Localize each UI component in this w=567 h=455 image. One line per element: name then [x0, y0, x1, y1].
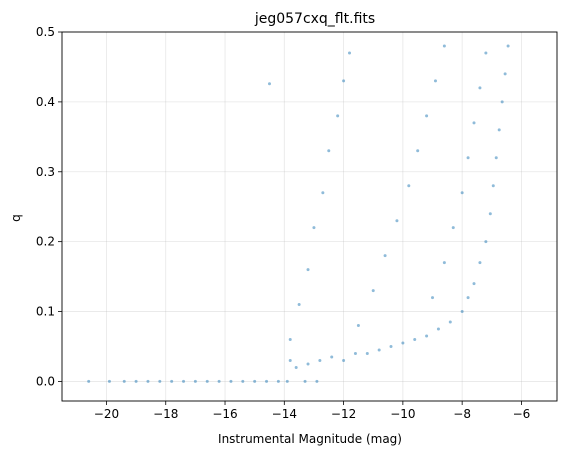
scatter-point [306, 362, 310, 366]
scatter-point [472, 282, 476, 286]
scatter-point [107, 379, 111, 383]
scatter-point [478, 86, 482, 90]
scatter-point [342, 358, 346, 362]
y-axis: 0.0 0.1 0.2 0.3 0.4 0.5 [36, 25, 62, 388]
scatter-point [395, 219, 399, 223]
scatter-point [87, 379, 91, 383]
scatter-point [205, 379, 209, 383]
scatter-point [491, 184, 495, 188]
scatter-point [265, 379, 269, 383]
scatter-point [503, 72, 507, 76]
scatter-point [436, 327, 440, 331]
scatter-point [327, 149, 331, 153]
scatter-point [448, 320, 452, 324]
scatter-point [353, 351, 357, 355]
scatter-point [356, 324, 360, 328]
scatter-point [267, 82, 271, 86]
scatter-point [312, 226, 316, 230]
scatter-point [407, 184, 411, 188]
y-tick-label: 0.3 [36, 165, 55, 179]
scatter-point [288, 358, 292, 362]
scatter-point [285, 379, 289, 383]
grid-layer [62, 31, 557, 401]
scatter-point [416, 149, 420, 153]
scatter-point [466, 156, 470, 160]
y-axis-label: q [9, 214, 23, 222]
scatter-point [122, 379, 126, 383]
scatter-point [241, 379, 245, 383]
x-tick-label: −10 [390, 407, 415, 421]
scatter-point [146, 379, 150, 383]
scatter-point [253, 379, 257, 383]
x-tick-label: −12 [331, 407, 356, 421]
x-axis: −20 −18 −16 −14 −12 −10 −8 −6 [94, 401, 530, 421]
scatter-point [497, 128, 501, 132]
scatter-point [478, 261, 482, 265]
x-tick-label: −6 [513, 407, 531, 421]
scatter-point [306, 268, 310, 272]
x-axis-label: Instrumental Magnitude (mag) [218, 432, 402, 446]
scatter-point [484, 240, 488, 244]
y-tick-label: 0.1 [36, 305, 55, 319]
scatter-point [217, 379, 221, 383]
scatter-point [134, 379, 138, 383]
scatter-point [389, 344, 393, 348]
scatter-point [466, 296, 470, 300]
chart-title: jeg057cxq_flt.fits [254, 11, 375, 27]
scatter-point [318, 358, 322, 362]
scatter-point [500, 100, 504, 104]
x-tick-label: −8 [453, 407, 471, 421]
scatter-point [371, 289, 375, 293]
scatter-point [433, 79, 437, 83]
scatter-point [170, 379, 174, 383]
scatter-point [193, 379, 197, 383]
scatter-point [158, 379, 162, 383]
scatter-point [425, 114, 429, 118]
scatter-point [321, 191, 325, 195]
scatter-point [506, 44, 510, 48]
points-layer [87, 44, 510, 383]
y-tick-label: 0.2 [36, 235, 55, 249]
scatter-point [401, 341, 405, 345]
y-tick-label: 0.0 [36, 374, 55, 388]
scatter-point [297, 303, 301, 307]
x-tick-label: −18 [153, 407, 178, 421]
scatter-point [494, 156, 498, 160]
scatter-point [472, 121, 476, 125]
scatter-point [294, 365, 298, 369]
scatter-point [442, 261, 446, 265]
scatter-point [342, 79, 346, 83]
scatter-point [365, 351, 369, 355]
scatter-point [276, 379, 280, 383]
scatter-point [442, 44, 446, 48]
x-tick-label: −20 [94, 407, 119, 421]
x-tick-label: −14 [272, 407, 297, 421]
scatter-point [460, 191, 464, 195]
scatter-point [484, 51, 488, 55]
y-tick-label: 0.4 [36, 95, 55, 109]
scatter-point [425, 334, 429, 338]
scatter-point [182, 379, 186, 383]
scatter-point [488, 212, 492, 216]
scatter-point [303, 379, 307, 383]
plot-frame [61, 31, 558, 402]
scatter-point [383, 254, 387, 258]
scatter-point [451, 226, 455, 230]
scatter-point [315, 379, 319, 383]
scatter-point [460, 310, 464, 314]
scatter-point [377, 348, 381, 352]
scatter-point [336, 114, 340, 118]
y-tick-label: 0.5 [36, 25, 55, 39]
scatter-point [431, 296, 435, 300]
scatter-point [330, 355, 334, 359]
scatter-point [288, 338, 292, 341]
scatter-point [229, 379, 233, 383]
x-tick-label: −16 [212, 407, 237, 421]
scatter-point [413, 338, 417, 341]
scatter-point [348, 51, 352, 55]
